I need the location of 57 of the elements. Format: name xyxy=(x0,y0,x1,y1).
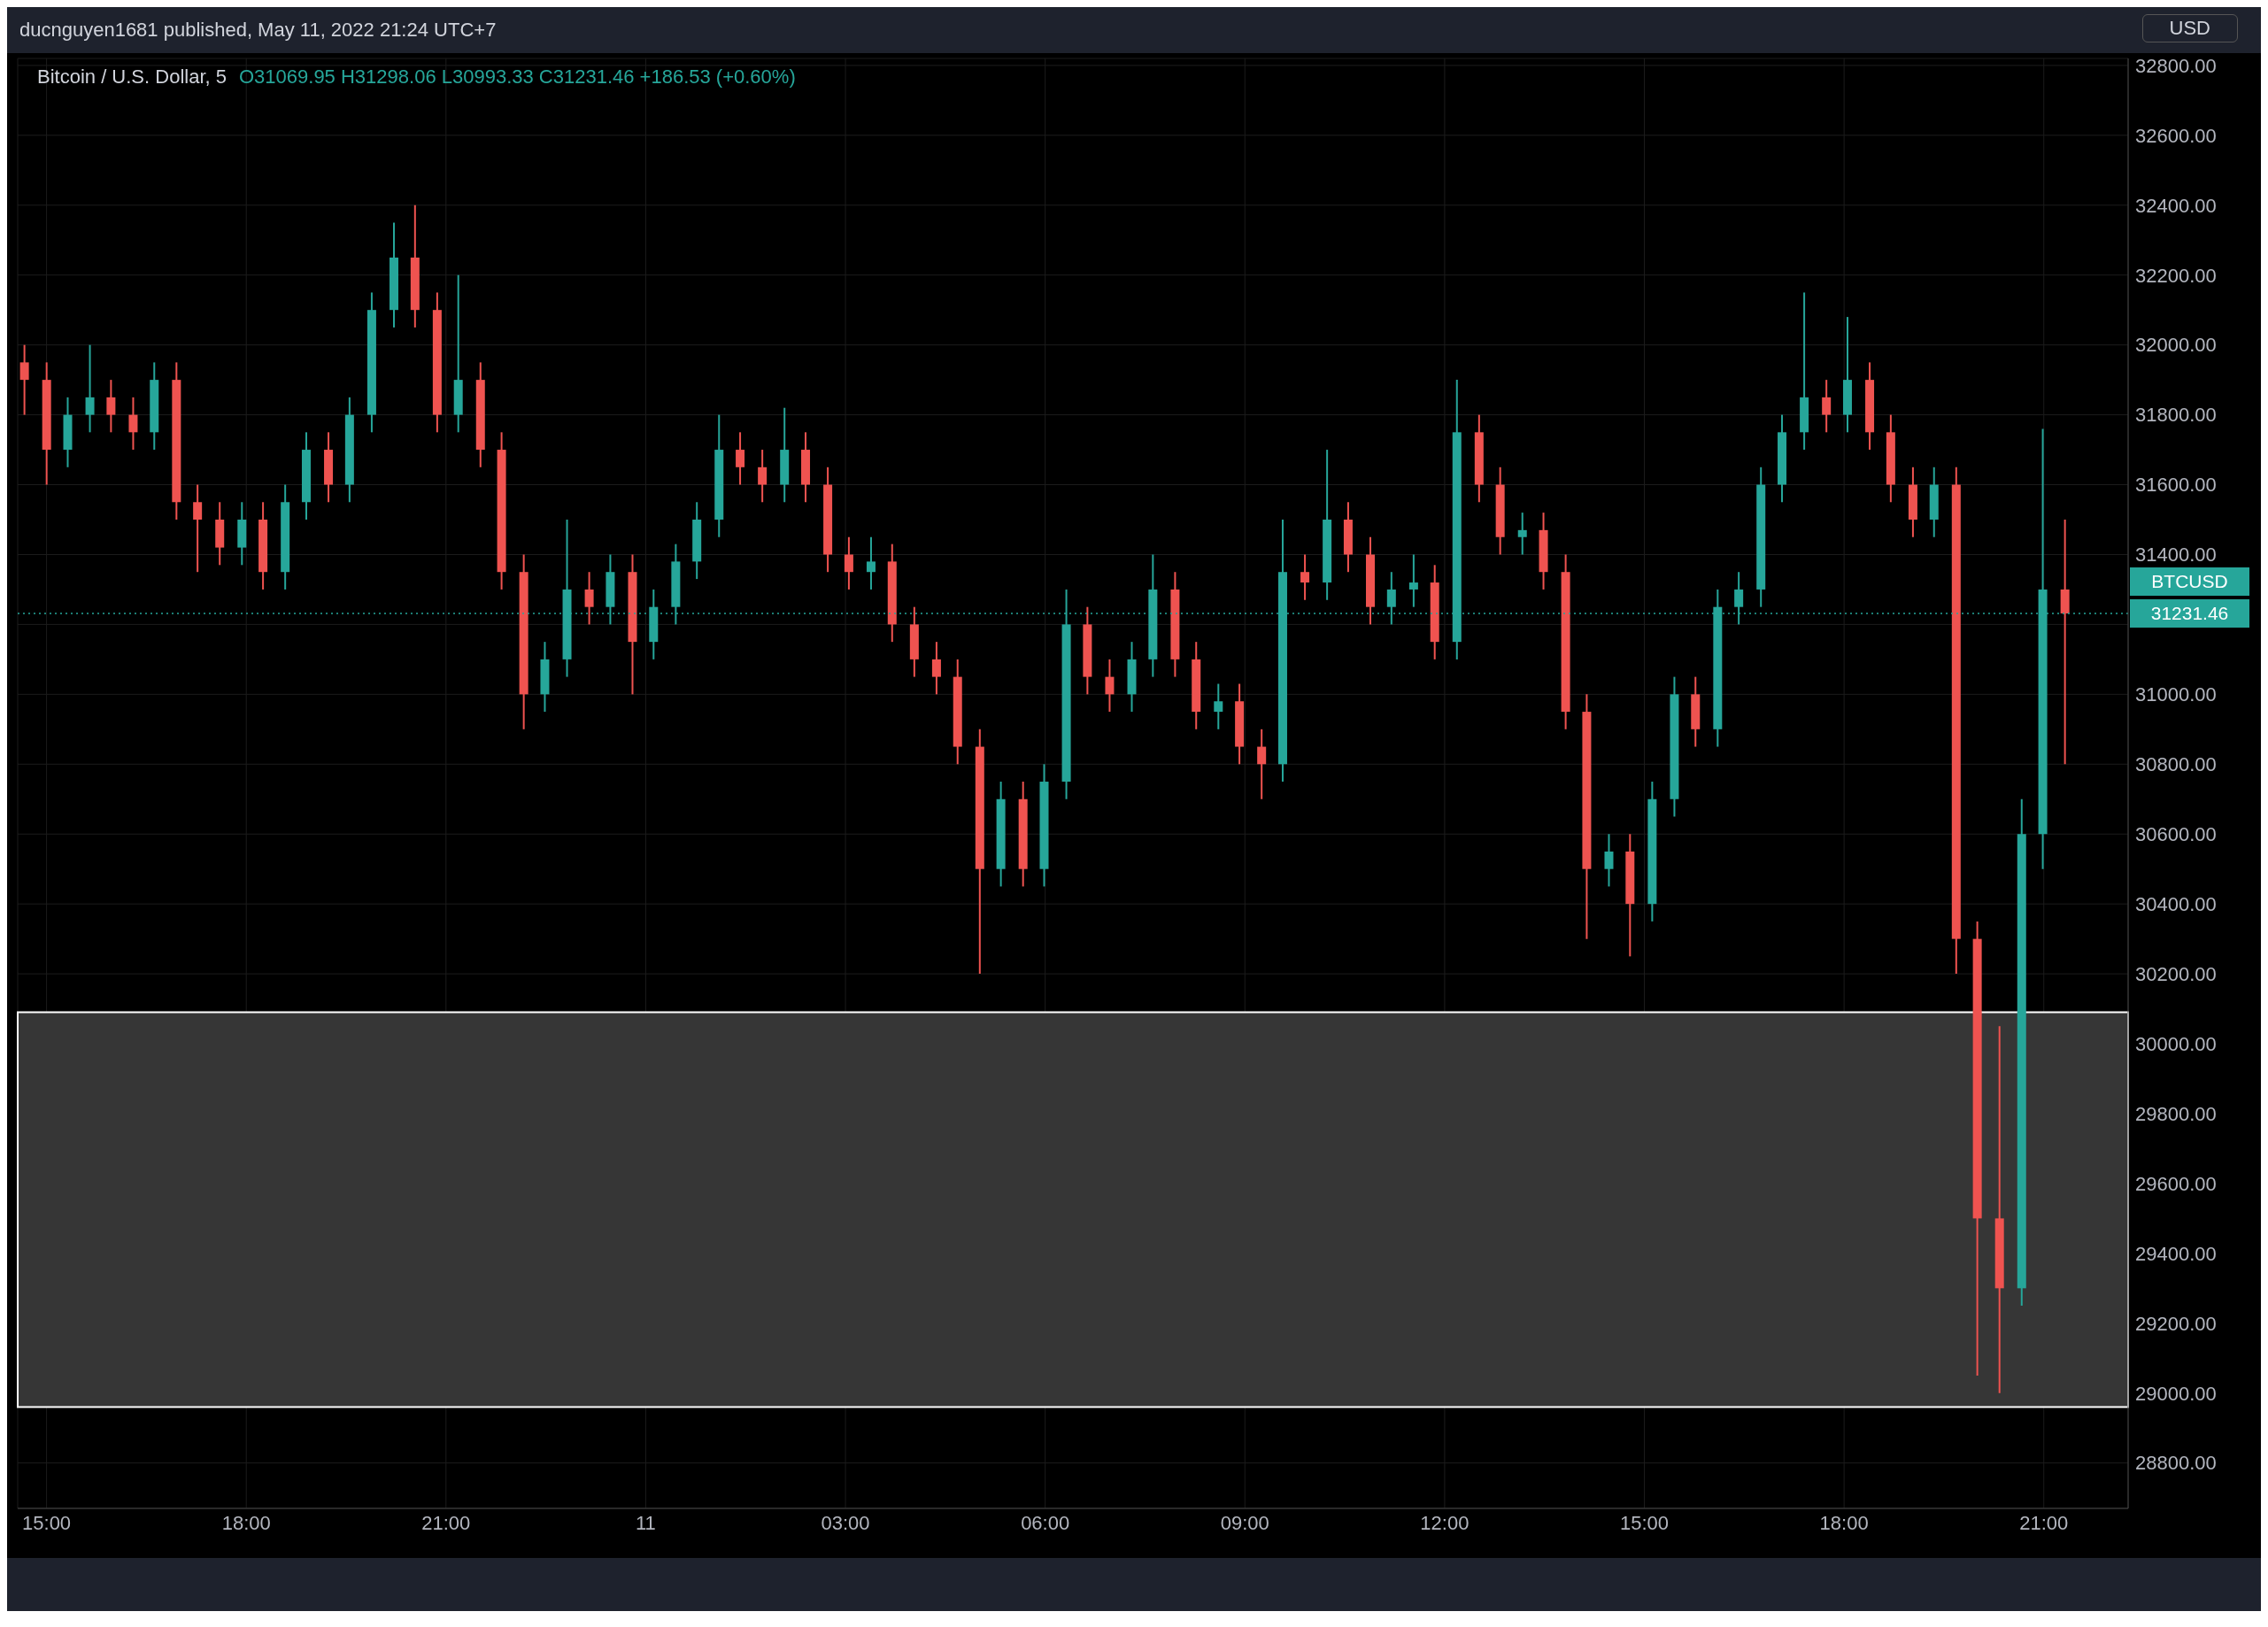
x-tick-label: 15:00 xyxy=(22,1511,72,1534)
x-tick-label: 18:00 xyxy=(221,1511,271,1534)
candlestick xyxy=(1300,553,1310,601)
x-tick-label: 15:00 xyxy=(1619,1511,1670,1534)
y-tick-label: 31400.00 xyxy=(2135,544,2217,567)
y-tick-label: 29800.00 xyxy=(2135,1102,2217,1125)
y-axis-title: USD xyxy=(2141,14,2238,42)
y-tick-label: 28800.00 xyxy=(2135,1452,2217,1475)
candlestick xyxy=(758,449,768,504)
text: 31231.46 xyxy=(2130,598,2249,628)
candlestick xyxy=(106,379,116,434)
annotation: O31069.95 H31298.06 L30993.33 C31231.46 +186.53 (+0.60%) xyxy=(238,66,796,89)
candlestick xyxy=(1257,728,1267,800)
candlestick xyxy=(19,343,29,416)
y-tick-label: 29200.00 xyxy=(2135,1312,2217,1335)
x-tick-label: 21:00 xyxy=(2019,1511,2069,1534)
candlestick xyxy=(736,431,745,486)
y-tick-label: 32400.00 xyxy=(2135,194,2217,217)
x-tick-label: 06:00 xyxy=(1021,1511,1070,1534)
y-tick-label: 32200.00 xyxy=(2135,264,2217,287)
x-tick-label: 21:00 xyxy=(421,1511,471,1534)
candlestick xyxy=(866,536,876,590)
candlestick xyxy=(1214,682,1223,730)
candlestick xyxy=(1604,833,1614,888)
candlestick xyxy=(128,396,138,451)
y-tick-label: 32800.00 xyxy=(2135,54,2217,77)
candlestick xyxy=(931,641,941,696)
x-tick-label: 12:00 xyxy=(1420,1511,1470,1534)
y-tick-label: 31800.00 xyxy=(2135,404,2217,427)
candlestick xyxy=(1105,658,1115,713)
y-tick-label: 30200.00 xyxy=(2135,962,2217,985)
x-tick-label: 09:00 xyxy=(1220,1511,1269,1534)
candlestick xyxy=(1517,512,1527,556)
candlestick xyxy=(85,343,95,434)
y-tick-label: 30800.00 xyxy=(2135,753,2217,776)
x-tick-label: 18:00 xyxy=(1819,1511,1869,1534)
y-tick-label: 29000.00 xyxy=(2135,1382,2217,1405)
chart-title: Bitcoin / U.S. Dollar, 5 xyxy=(37,66,227,89)
candlestick xyxy=(844,536,853,590)
x-tick-label: 03:00 xyxy=(821,1511,870,1534)
y-tick-label: 32000.00 xyxy=(2135,334,2217,357)
x-tick-label: 11 xyxy=(636,1511,656,1534)
y-tick-label: 29600.00 xyxy=(2135,1172,2217,1195)
y-tick-label: 31000.00 xyxy=(2135,683,2217,706)
y-tick-label: 30000.00 xyxy=(2135,1032,2217,1055)
candlestick xyxy=(1822,379,1832,434)
candlestick xyxy=(2060,519,2070,766)
ref-line-label: BTCUSD xyxy=(2130,567,2249,596)
candlestick xyxy=(584,571,594,626)
y-tick-label: 30600.00 xyxy=(2135,823,2217,846)
candlestick xyxy=(193,483,203,574)
y-tick-label: 31600.00 xyxy=(2135,474,2217,497)
candlestick xyxy=(1408,553,1418,608)
text: ducnguyen1681 published, May 11, 2022 21:24 UTC+7 xyxy=(19,19,497,42)
y-tick-label: 32600.00 xyxy=(2135,124,2217,147)
y-tick-label: 30400.00 xyxy=(2135,892,2217,915)
y-tick-label: 29400.00 xyxy=(2135,1242,2217,1265)
